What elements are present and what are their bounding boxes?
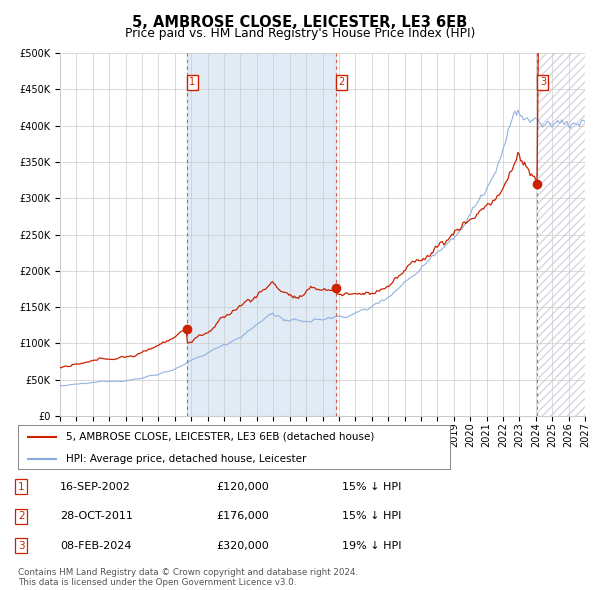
- Text: 5, AMBROSE CLOSE, LEICESTER, LE3 6EB: 5, AMBROSE CLOSE, LEICESTER, LE3 6EB: [133, 15, 467, 30]
- Text: 2: 2: [18, 512, 25, 521]
- Text: 28-OCT-2011: 28-OCT-2011: [60, 512, 133, 521]
- Text: 1: 1: [18, 482, 25, 491]
- Text: HPI: Average price, detached house, Leicester: HPI: Average price, detached house, Leic…: [65, 454, 306, 464]
- Text: 3: 3: [540, 77, 546, 87]
- Text: Contains HM Land Registry data © Crown copyright and database right 2024.
This d: Contains HM Land Registry data © Crown c…: [18, 568, 358, 587]
- Text: 5, AMBROSE CLOSE, LEICESTER, LE3 6EB (detached house): 5, AMBROSE CLOSE, LEICESTER, LE3 6EB (de…: [65, 432, 374, 442]
- Text: Price paid vs. HM Land Registry's House Price Index (HPI): Price paid vs. HM Land Registry's House …: [125, 27, 475, 40]
- Text: £176,000: £176,000: [216, 512, 269, 521]
- Text: 15% ↓ HPI: 15% ↓ HPI: [342, 482, 401, 491]
- Text: 16-SEP-2002: 16-SEP-2002: [60, 482, 131, 491]
- Text: 2: 2: [338, 77, 345, 87]
- Text: £120,000: £120,000: [216, 482, 269, 491]
- Bar: [538, 53, 585, 416]
- Bar: [538, 53, 585, 416]
- Text: £320,000: £320,000: [216, 541, 269, 550]
- Text: 3: 3: [18, 541, 25, 550]
- Text: 15% ↓ HPI: 15% ↓ HPI: [342, 512, 401, 521]
- Text: 08-FEB-2024: 08-FEB-2024: [60, 541, 131, 550]
- Bar: [187, 53, 336, 416]
- Text: 1: 1: [189, 77, 195, 87]
- Text: 19% ↓ HPI: 19% ↓ HPI: [342, 541, 401, 550]
